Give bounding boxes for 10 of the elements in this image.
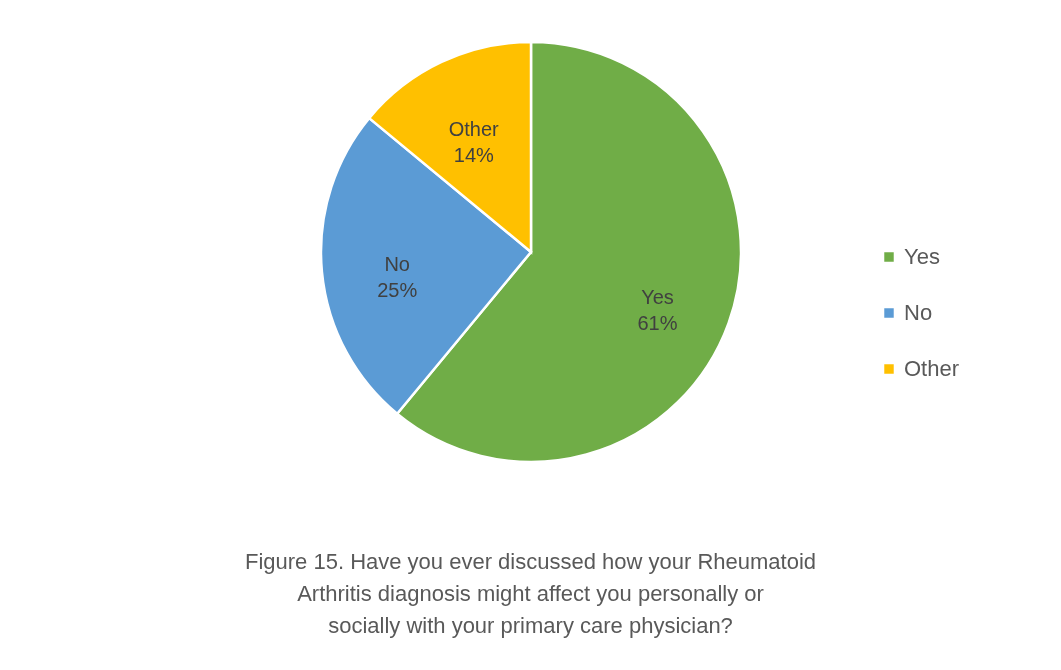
slice-label: Other	[448, 118, 500, 141]
legend-label: Yes	[904, 244, 940, 269]
slice-label: No	[384, 252, 410, 275]
data-label: 61%	[637, 311, 678, 334]
legend-label: No	[904, 300, 933, 325]
data-label: 25%	[377, 278, 418, 301]
slice-label: Yes	[641, 285, 674, 308]
legend-label: Other	[904, 356, 960, 381]
text: Figure 15. Have you ever discussed how your Rheumatoid Arthritis diagnosis might affect you personally or socially with your primary care physician?	[244, 549, 817, 638]
data-label: 14%	[453, 144, 495, 167]
